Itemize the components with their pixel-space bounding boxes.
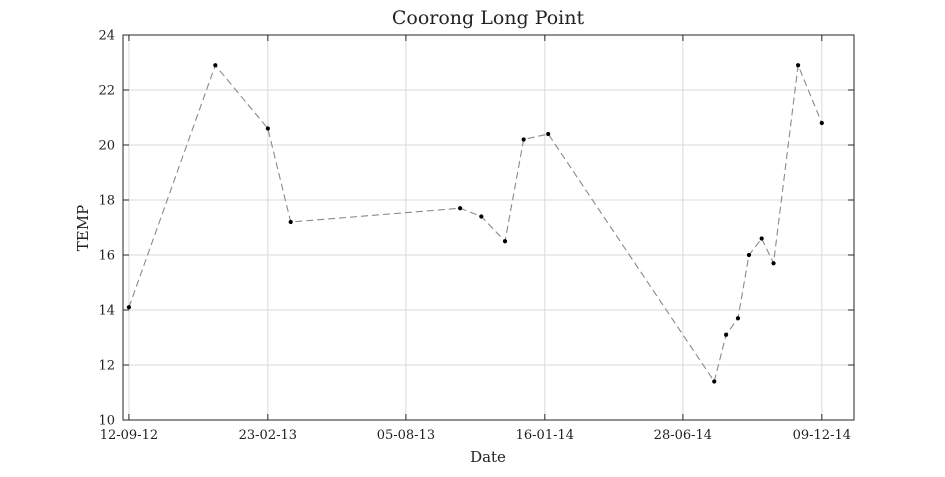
y-tick-label: 16 [98,249,115,264]
y-axis-label: TEMP [74,205,92,251]
grid-layer [123,34,854,421]
chart-title: Coorong Long Point [392,7,585,29]
data-point [126,305,132,310]
data-point [795,63,801,68]
x-tick-label: 05-08-13 [377,428,435,443]
data-point [288,219,293,225]
x-tick-label: 16-01-14 [516,428,574,443]
y-tick-label: 24 [98,29,115,44]
data-point [712,379,717,384]
x-tick-label: 23-02-13 [239,428,297,443]
y-tick-label: 14 [98,304,115,319]
data-point [479,214,484,219]
series-layer [126,63,824,384]
y-tick-label: 20 [98,139,115,154]
tick-layer: 10 12 14 16 18 20 22 24 12-09-12 23-02-13 05-08-13… [98,29,854,443]
y-tick-label: 18 [98,194,115,209]
data-point [502,239,508,244]
x-tick-label: 12-09-12 [100,428,158,443]
data-point [265,126,270,131]
y-tick-label: 12 [98,359,115,374]
data-point [521,137,526,142]
plot-frame [122,34,855,421]
y-tick-label: 10 [98,414,115,429]
x-tick-label: 09-12-14 [793,428,851,443]
data-point [723,332,729,337]
series-line [128,63,823,383]
data-point [458,206,463,211]
data-point [546,131,551,137]
y-tick-label: 22 [98,84,115,99]
data-point [819,120,824,126]
data-point [746,252,752,258]
x-axis-label: Date [470,448,506,466]
data-point [759,236,764,241]
x-tick-label: 28-06-14 [654,428,712,443]
data-point [771,261,776,266]
data-point [735,316,741,321]
data-point [213,63,218,68]
